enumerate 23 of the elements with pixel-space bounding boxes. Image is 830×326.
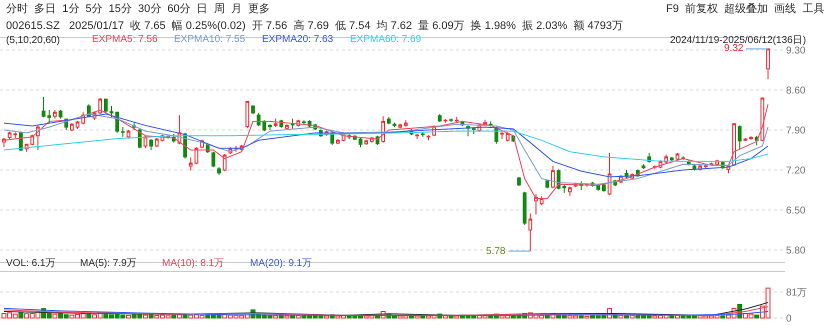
text: F9 前复权 超级叠加 画线 工具 [666, 2, 824, 15]
text: 002615.SZ 2025/01/17 收 7.65 幅 0.25%(0.02) 开 7.56 高 7.69 低 7.54 均 7.62 量 6.09万 换 1.98% 振 2.03% 额 4793万 [6, 19, 623, 32]
y-tick-label: 7.90 [786, 126, 806, 136]
annotation: 5.78 [486, 246, 506, 257]
y-tick-label: 5.80 [786, 246, 806, 256]
text: MA(20): 9.1万 [250, 258, 312, 269]
text: EXPMA60: 7.69 [350, 34, 422, 45]
text: EXPMA5: 7.56 [92, 34, 158, 45]
text: EXPMA10: 7.55 [174, 34, 246, 45]
text: MA(10): 8.1万 [162, 258, 224, 269]
y-tick-label: 9.30 [786, 46, 806, 56]
y-tick-label: 6.50 [786, 206, 806, 216]
y-tick-label: 81万 [786, 287, 808, 298]
annotation: 9.32 [724, 43, 744, 54]
text: MA(5): 7.9万 [80, 258, 137, 269]
y-tick-label: 0 [786, 313, 792, 324]
annotation: 2024/11/19-2025/06/12(136日) [670, 35, 806, 46]
text: EXPMA20: 7.63 [262, 34, 334, 45]
text: 分时 多日 1分 5分 15分 30分 60分 日 周 月 更多 [6, 2, 270, 15]
y-tick-label: 8.60 [786, 86, 806, 96]
annotation: VOL: 6.1万 [6, 258, 56, 269]
annotation: (5,10,20,60) [6, 35, 60, 46]
y-tick-label: 7.20 [786, 166, 806, 176]
